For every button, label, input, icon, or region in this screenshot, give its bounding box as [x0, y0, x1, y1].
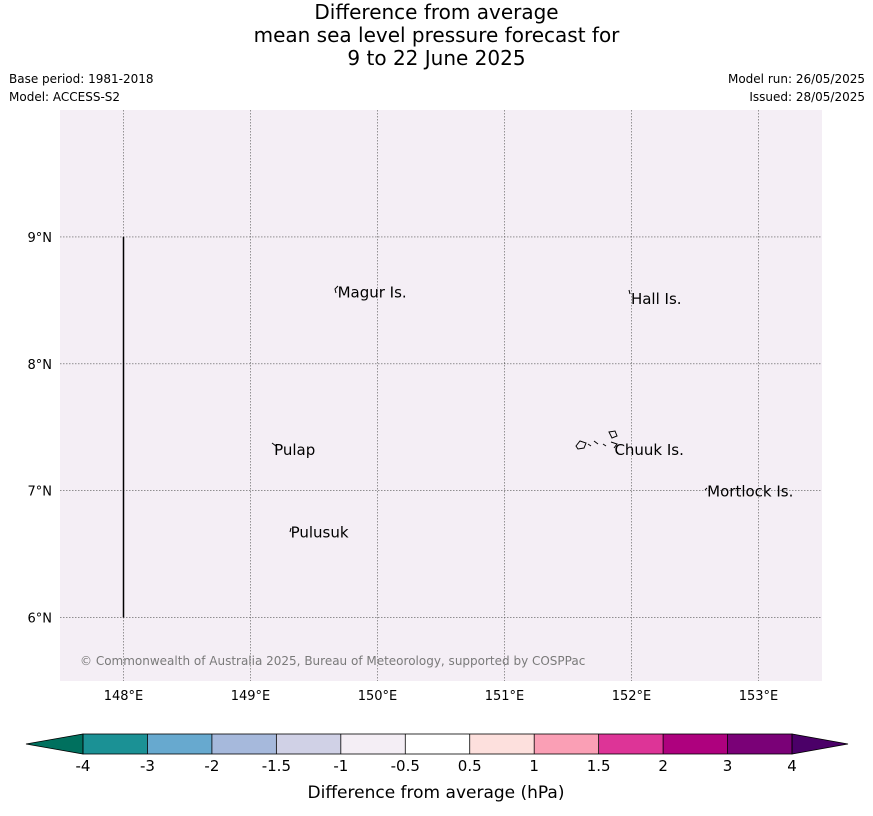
colorbar-frame [82, 733, 793, 755]
colorbar-segment [727, 734, 792, 754]
place-label: Magur Is. [338, 283, 407, 301]
colorbar-tick-label: -0.5 [391, 757, 420, 775]
colorbar-tick-label: 4 [787, 757, 797, 775]
latitude-tick-labels: 6°N 7°N 8°N 9°N [28, 231, 53, 627]
magur-island-outline [334, 285, 339, 294]
model-name: Model: ACCESS-S2 [9, 90, 121, 104]
colorbar-tick-label: -1.5 [262, 757, 291, 775]
map-title-line-1: Difference from average [314, 0, 559, 24]
place-labels: Magur Is. Hall Is. Pulap Chuuk Is. Mortlock … [274, 283, 793, 541]
colorbar [25, 733, 849, 755]
colorbar-under-arrow [25, 733, 84, 755]
place-label: Hall Is. [631, 290, 682, 308]
colorbar-tick-label: 1 [529, 757, 539, 775]
island-outlines [271, 285, 708, 533]
colorbar-tick-label: -3 [140, 757, 155, 775]
colorbar-over-arrow [791, 733, 849, 755]
base-period: Base period: 1981-2018 [9, 72, 154, 86]
colorbar-segment [663, 734, 728, 754]
colorbar-tick-label: 3 [723, 757, 733, 775]
map-title-line-3: 9 to 22 June 2025 [347, 46, 526, 70]
chuuk-lagoon-islands [575, 430, 619, 454]
mortlock-island-outline [704, 487, 708, 491]
place-label: Chuuk Is. [614, 441, 683, 459]
place-label: Pulap [274, 441, 315, 459]
colorbar-tick-label: -4 [76, 757, 91, 775]
map-area [60, 110, 822, 681]
colorbar-segment [147, 734, 212, 754]
place-label: Mortlock Is. [707, 483, 793, 501]
longitude-tick-label: 150°E [358, 689, 398, 704]
longitude-tick-label: 151°E [485, 689, 525, 704]
model-run: Model run: 26/05/2025 [727, 72, 865, 86]
map-title-line-2: mean sea level pressure forecast for [253, 23, 620, 47]
hall-island-outline [628, 289, 631, 295]
copyright-notice: © Commonwealth of Australia 2025, Bureau… [80, 654, 585, 668]
latitude-tick-label: 7°N [28, 485, 53, 500]
longitude-tick-labels: 148°E 149°E 150°E 151°E 152°E 153°E [104, 689, 779, 704]
colorbar-tick-label: -1 [333, 757, 348, 775]
pulusuk-island-outline [289, 527, 292, 533]
longitude-tick-label: 153°E [739, 689, 779, 704]
longitude-tick-label: 148°E [104, 689, 144, 704]
latitude-tick-label: 6°N [28, 612, 53, 627]
colorbar-segment [276, 734, 341, 754]
colorbar-tick-labels: -4 -3 -2 -1.5 -1 -0.5 0.5 1 1.5 2 3 4 [76, 757, 797, 775]
pulap-island-outline [271, 442, 278, 450]
place-label: Pulusuk [291, 523, 349, 541]
latitude-tick-label: 8°N [28, 358, 53, 373]
longitude-tick-label: 149°E [231, 689, 271, 704]
issued-date: Issued: 28/05/2025 [749, 90, 865, 104]
colorbar-tick-label: 2 [658, 757, 668, 775]
colorbar-segment [534, 734, 599, 754]
colorbar-title: Difference from average (hPa) [308, 783, 565, 803]
colorbar-segment [340, 734, 406, 754]
colorbar-segment [83, 734, 148, 754]
colorbar-segment [211, 734, 277, 754]
colorbar-segment [469, 734, 535, 754]
colorbar-tick-label: 0.5 [458, 757, 482, 775]
colorbar-segment [405, 734, 470, 754]
colorbar-tick-label: 1.5 [587, 757, 611, 775]
latitude-tick-label: 9°N [28, 231, 53, 246]
colorbar-tick-label: -2 [204, 757, 219, 775]
colorbar-segment [598, 734, 664, 754]
longitude-tick-label: 152°E [612, 689, 652, 704]
